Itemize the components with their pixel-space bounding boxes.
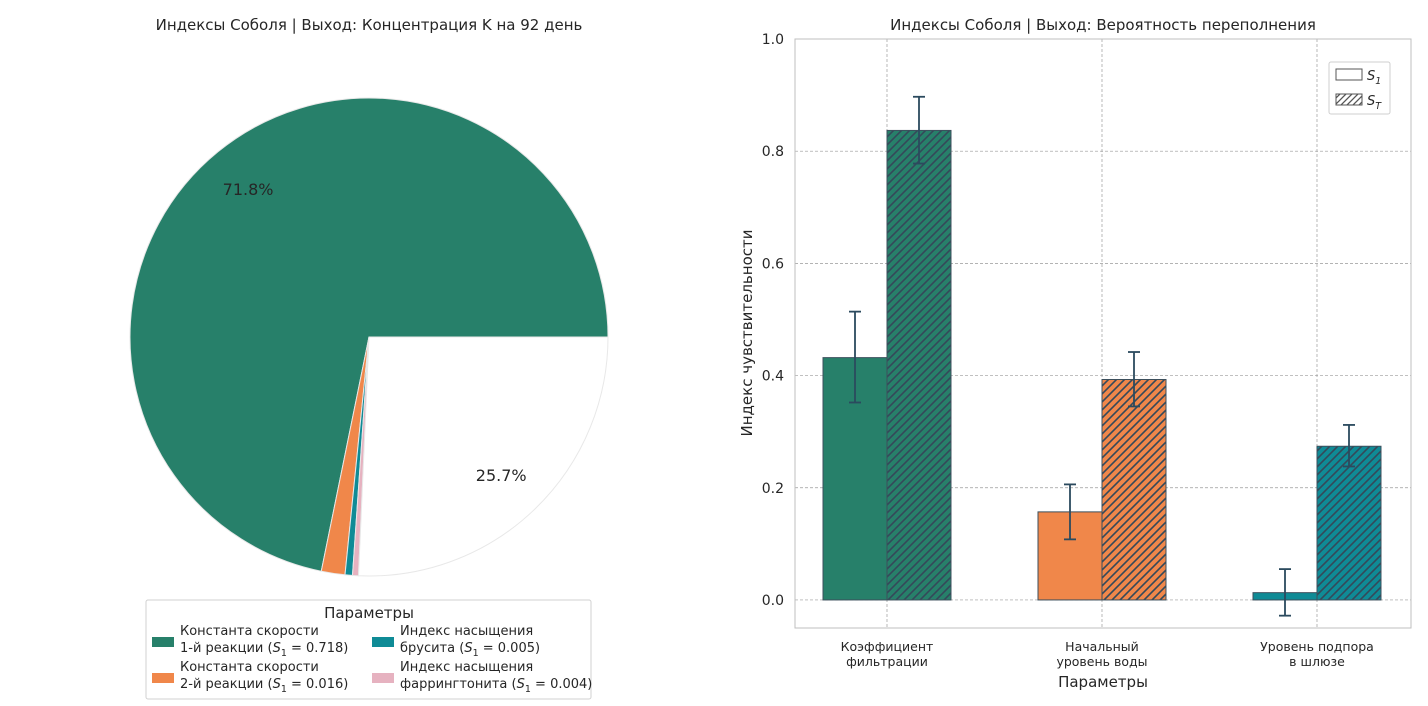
pie-legend-line1: Индекс насыщения [400, 660, 533, 675]
bar-ST-1 [1101, 378, 1167, 601]
pie-percent-labels: 71.8% 25.7% [223, 180, 527, 485]
x-tick-label-line: уровень воды [1056, 654, 1147, 669]
pie-chart-title: Индексы Соболя | Выход: Концентрация K н… [156, 16, 583, 34]
bar-legend-entry-S1: S1 [1335, 68, 1381, 87]
x-tick-label-line: в шлюзе [1289, 654, 1345, 669]
y-tick-labels: 0.0 0.2 0.4 0.6 0.8 1.0 [762, 32, 784, 609]
bar-legend-swatch [1335, 68, 1363, 81]
x-tick-label-line: Начальный [1065, 639, 1139, 654]
bar-chart-panel: Индексы Соболя | Выход: Вероятность пере… [738, 16, 1412, 691]
error-bars [849, 95, 1355, 617]
y-tick-label: 0.4 [762, 369, 784, 385]
error-bar-S1-2 [1279, 568, 1291, 617]
legend-subscript: 1 [525, 684, 531, 695]
error-bar-ST-2 [1343, 424, 1355, 468]
pie-legend-line1: Константа скорости [180, 624, 319, 639]
pie-legend-entry: Константа скорости 1-й реакции (S1 = 0.71… [152, 624, 348, 659]
x-tick-labels: Коэффициент фильтрации Начальный уровень во… [841, 639, 1374, 669]
legend-text-part: 2-й реакции ( [180, 677, 273, 692]
pie-slice-remainder [357, 336, 609, 577]
pie-legend-line2: 1-й реакции (S1 = 0.718) [180, 641, 348, 659]
x-tick-label: Уровень подпора в шлюзе [1260, 639, 1374, 669]
legend-symbol: S [517, 677, 525, 692]
pie-slice-константа-скорости-1-й-реакции [129, 97, 609, 572]
pie-slices [129, 97, 609, 577]
x-axis-label: Параметры [1058, 673, 1148, 691]
y-tick-label: 0.0 [762, 593, 784, 609]
legend-subscript: 1 [473, 648, 479, 659]
pie-legend-line2: 2-й реакции (S1 = 0.016) [180, 677, 348, 695]
pie-legend-entry: Индекс насыщения брусита (S1 = 0.005) [372, 624, 540, 659]
x-tick-label-line: фильтрации [846, 654, 928, 669]
legend-symbol: S [273, 677, 281, 692]
plot-frame [794, 38, 1412, 629]
legend-symbol: S [1367, 69, 1375, 84]
y-tick-label: 0.2 [762, 481, 784, 497]
pie-legend-swatch [152, 637, 174, 647]
legend-text-part: = 0.005) [479, 641, 540, 656]
legend-subscript: T [1375, 101, 1382, 112]
legend-text-part: 1-й реакции ( [180, 641, 273, 656]
bar-chart-title: Индексы Соболя | Выход: Вероятность пере… [890, 16, 1316, 34]
pie-legend-line1: Константа скорости [180, 660, 319, 675]
x-tick-label: Начальный уровень воды [1056, 639, 1147, 669]
bar-legend-entry-ST: ST [1335, 93, 1382, 112]
pie-percent-label: 71.8% [223, 180, 274, 199]
pie-percent-label: 25.7% [476, 466, 527, 485]
legend-subscript: 1 [1375, 76, 1381, 87]
legend-text-part: фаррингтонита ( [400, 677, 517, 692]
legend-symbol: S [464, 641, 472, 656]
bar-ST-0 [886, 129, 952, 601]
legend-symbol: S [273, 641, 281, 656]
pie-legend-swatch [372, 673, 394, 683]
legend-text-part: = 0.016) [287, 677, 348, 692]
y-tick-label: 0.6 [762, 256, 784, 272]
x-tick-label: Коэффициент фильтрации [841, 639, 934, 669]
pie-legend-title: Параметры [324, 604, 414, 622]
y-axis-label: Индекс чувствительности [738, 230, 756, 437]
legend-symbol: S [1367, 94, 1375, 109]
bar-ST-2 [1316, 445, 1382, 601]
error-bar-S1-0 [849, 310, 861, 404]
bar-legend-label: S1 [1367, 69, 1381, 87]
error-bar-ST-1 [1128, 351, 1140, 408]
x-tick-label-line: Уровень подпора [1260, 639, 1374, 654]
legend-text-part: = 0.718) [287, 641, 348, 656]
pie-legend-frame [145, 599, 592, 700]
bar-legend-swatch [1335, 93, 1363, 106]
pie-legend-line2: фаррингтонита (S1 = 0.004) [400, 677, 592, 695]
pie-legend-entry: Индекс насыщения фаррингтонита (S1 = 0.00… [372, 660, 592, 695]
pie-chart-panel: Индексы Соболя | Выход: Концентрация K н… [129, 16, 609, 700]
bar-legend-label: ST [1367, 94, 1382, 112]
pie-legend-swatch [152, 673, 174, 683]
legend-subscript: 1 [281, 684, 287, 695]
x-tick-label-line: Коэффициент [841, 639, 934, 654]
legend-subscript: 1 [281, 648, 287, 659]
error-bar-ST-0 [913, 95, 925, 165]
pie-legend-swatch [372, 637, 394, 647]
y-tick-label: 1.0 [762, 32, 784, 48]
legend-text-part: брусита ( [400, 641, 464, 656]
error-bar-S1-1 [1064, 483, 1076, 541]
pie-legend-line1: Индекс насыщения [400, 624, 533, 639]
y-tick-label: 0.8 [762, 144, 784, 160]
legend-text-part: = 0.004) [531, 677, 592, 692]
bars [822, 129, 1382, 601]
pie-legend-entry: Константа скорости 2-й реакции (S1 = 0.01… [152, 660, 348, 695]
pie-legend-line2: брусита (S1 = 0.005) [400, 641, 540, 659]
